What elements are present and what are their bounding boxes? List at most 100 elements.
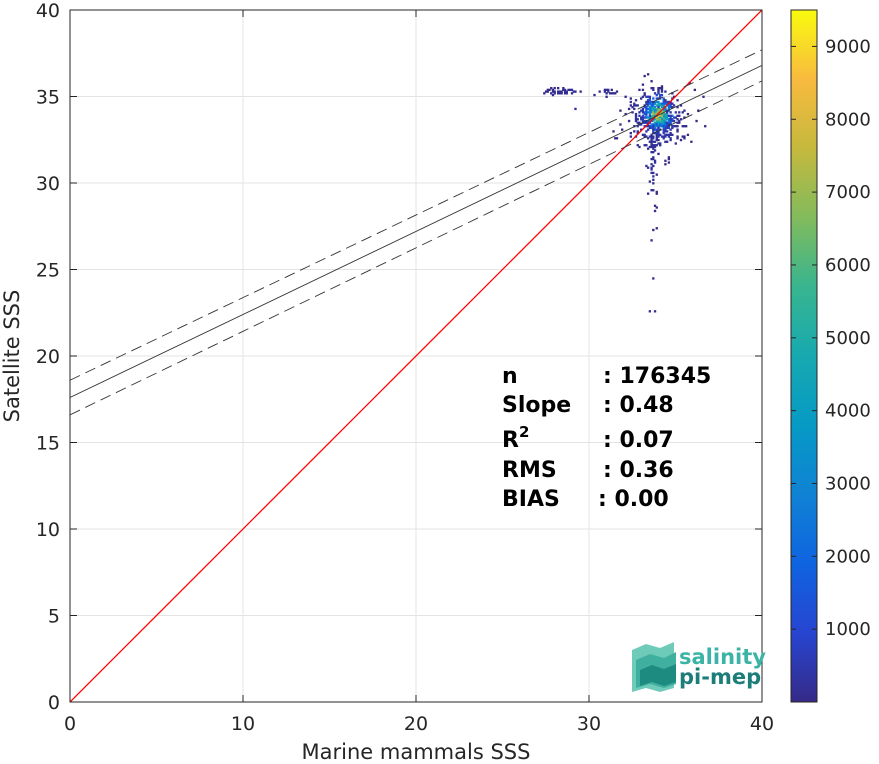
stat-label: RMS <box>502 458 557 483</box>
density-cell <box>652 107 655 111</box>
density-cell <box>660 135 664 138</box>
density-cell <box>662 123 665 126</box>
density-cell <box>650 168 653 171</box>
density-cell <box>662 121 665 124</box>
density-cell <box>662 102 665 105</box>
density-cell <box>674 142 677 145</box>
density-cell <box>655 128 658 131</box>
density-cell <box>664 140 667 143</box>
y-tick-label: 15 <box>36 433 60 455</box>
density-cell <box>650 239 653 242</box>
density-cell <box>650 123 653 126</box>
density-cell <box>683 125 686 128</box>
density-cell <box>652 144 655 147</box>
density-cell <box>648 107 652 111</box>
density-cell <box>612 92 615 95</box>
density-cell <box>646 104 650 107</box>
density-cell <box>669 131 672 135</box>
density-cell <box>664 128 667 131</box>
density-cell <box>652 126 655 130</box>
density-cell <box>653 149 657 152</box>
colorbar-ticks: 1000 2000 3000 4000 5000 6000 7000 8000 9000 <box>791 36 871 640</box>
density-cell <box>634 114 638 117</box>
density-cell <box>650 80 653 83</box>
density-cell <box>643 93 646 97</box>
density-cell <box>565 92 568 95</box>
density-cell <box>646 100 650 104</box>
density-cell <box>665 114 669 117</box>
density-cell <box>648 114 652 117</box>
density-cell <box>627 119 631 123</box>
density-cell <box>641 95 645 98</box>
density-cell <box>652 135 655 138</box>
density-cell <box>657 126 660 130</box>
density-cell <box>652 145 655 149</box>
density-cell <box>676 118 679 121</box>
density-cell <box>683 109 686 112</box>
density-cell <box>655 192 658 195</box>
density-cell <box>652 140 655 143</box>
density-cell <box>652 277 655 280</box>
density-cell <box>650 116 653 119</box>
density-cell <box>648 125 652 128</box>
density-cell <box>633 107 636 111</box>
density-cell <box>650 109 653 112</box>
density-cell <box>676 130 679 133</box>
density-cell <box>671 118 674 121</box>
density-cell <box>672 125 676 128</box>
density-cell <box>646 119 650 123</box>
density-cell <box>655 111 658 114</box>
y-tick-label: 20 <box>36 346 60 368</box>
density-cell <box>648 140 652 143</box>
density-cell <box>669 123 672 126</box>
density-cell <box>641 107 645 111</box>
density-cell <box>631 111 634 114</box>
colorbar <box>790 9 818 703</box>
density-cell <box>641 119 645 123</box>
density-cell <box>650 140 653 143</box>
density-cell <box>653 118 657 121</box>
density-cell <box>664 116 667 119</box>
density-cell <box>646 99 650 102</box>
density-cell <box>669 114 672 117</box>
density-cell <box>655 119 658 123</box>
density-cell <box>650 166 653 169</box>
density-cell <box>657 119 660 123</box>
density-cell <box>655 144 658 147</box>
density-cell <box>662 137 665 140</box>
density-cell <box>643 133 646 137</box>
density-cell <box>636 125 639 128</box>
stat-value: : 0.36 <box>603 458 674 483</box>
density-cell <box>633 104 636 107</box>
density-cell <box>655 206 658 209</box>
density-cell <box>569 88 572 92</box>
density-cell <box>655 112 658 116</box>
density-cell <box>653 114 657 117</box>
density-cell <box>629 97 632 100</box>
density-cell <box>660 86 664 90</box>
y-tick-label: 10 <box>36 519 60 541</box>
density-cell <box>697 109 700 112</box>
density-cell <box>664 114 667 117</box>
density-cell <box>645 100 648 104</box>
x-tick-label: 20 <box>404 713 428 735</box>
density-cell <box>652 104 655 107</box>
density-cell <box>662 126 665 130</box>
density-cell <box>650 102 653 105</box>
density-cell <box>665 126 669 130</box>
density-cell <box>648 106 652 109</box>
density-cell <box>553 92 556 95</box>
density-cell <box>593 93 596 97</box>
density-cell <box>667 156 671 159</box>
density-cell <box>681 125 684 128</box>
density-cell <box>610 92 613 95</box>
density-cell <box>657 92 660 95</box>
density-cell <box>653 121 657 124</box>
density-cell <box>610 88 613 92</box>
density-cell <box>664 109 667 112</box>
density-cell <box>664 135 667 138</box>
density-cell <box>653 125 657 128</box>
density-cell <box>678 114 681 117</box>
density-cell <box>652 178 655 181</box>
fit-lines <box>70 10 762 702</box>
